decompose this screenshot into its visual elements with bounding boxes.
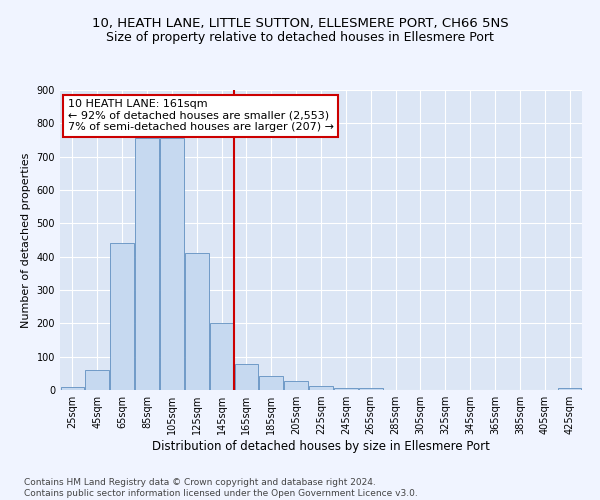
Bar bbox=[309, 386, 333, 390]
Bar bbox=[558, 388, 581, 390]
Bar bbox=[210, 324, 233, 390]
Bar bbox=[359, 388, 383, 390]
Bar bbox=[185, 254, 209, 390]
Bar bbox=[85, 370, 109, 390]
Bar bbox=[334, 388, 358, 390]
Bar bbox=[284, 381, 308, 390]
X-axis label: Distribution of detached houses by size in Ellesmere Port: Distribution of detached houses by size … bbox=[152, 440, 490, 453]
Bar bbox=[259, 376, 283, 390]
Text: Contains HM Land Registry data © Crown copyright and database right 2024.
Contai: Contains HM Land Registry data © Crown c… bbox=[24, 478, 418, 498]
Y-axis label: Number of detached properties: Number of detached properties bbox=[21, 152, 31, 328]
Bar bbox=[160, 138, 184, 390]
Bar bbox=[61, 386, 84, 390]
Bar bbox=[135, 138, 159, 390]
Text: Size of property relative to detached houses in Ellesmere Port: Size of property relative to detached ho… bbox=[106, 31, 494, 44]
Text: 10 HEATH LANE: 161sqm
← 92% of detached houses are smaller (2,553)
7% of semi-de: 10 HEATH LANE: 161sqm ← 92% of detached … bbox=[68, 99, 334, 132]
Text: 10, HEATH LANE, LITTLE SUTTON, ELLESMERE PORT, CH66 5NS: 10, HEATH LANE, LITTLE SUTTON, ELLESMERE… bbox=[92, 18, 508, 30]
Bar bbox=[110, 244, 134, 390]
Bar bbox=[235, 364, 258, 390]
